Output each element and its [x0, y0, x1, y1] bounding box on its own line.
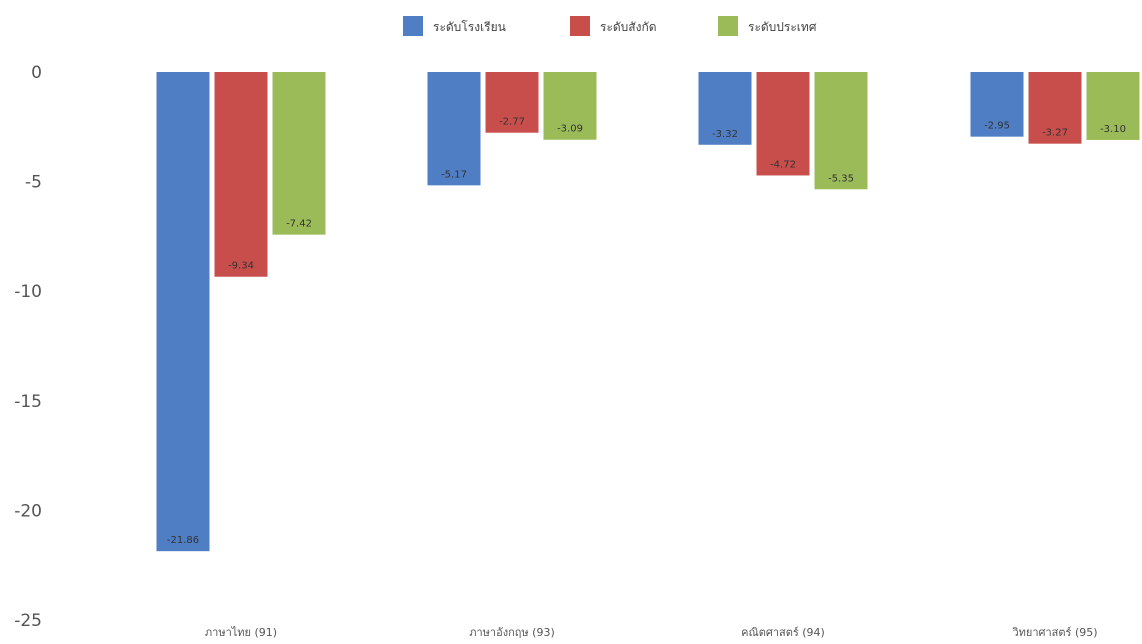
bar — [214, 72, 268, 277]
x-tick-label: วิทยาศาสตร์ (95) — [1012, 626, 1098, 639]
x-axis: ภาษาไทย (91) ภาษาอังกฤษ (93) คณิตศาสตร์ (9… — [205, 626, 1098, 639]
data-label-bg — [769, 157, 797, 171]
x-tick-label: คณิตศาสตร์ (94) — [741, 626, 825, 639]
data-label-bg — [827, 171, 855, 185]
data-label-bg — [1041, 125, 1069, 139]
data-label-bg — [556, 121, 584, 135]
data-label: -21.86 — [167, 535, 199, 546]
data-label-bg — [983, 118, 1011, 132]
data-label-bg — [285, 216, 313, 230]
data-label: -3.10 — [1100, 124, 1126, 135]
chart-legend: ระดับโรงเรียน ระดับสังกัด ระดับประเทศ — [403, 16, 817, 36]
bar — [427, 72, 481, 186]
bar — [156, 72, 210, 552]
y-tick-label: 0 — [31, 63, 42, 83]
legend-swatch — [718, 16, 738, 36]
data-label-bg — [1099, 121, 1127, 135]
data-label: -3.09 — [557, 124, 583, 135]
data-label-bg — [169, 533, 197, 547]
data-label: -5.17 — [441, 169, 467, 180]
x-tick-label: ภาษาอังกฤษ (93) — [469, 626, 554, 639]
data-label: -9.34 — [228, 261, 254, 272]
data-label: -2.77 — [499, 117, 525, 128]
y-tick-label: -10 — [14, 282, 42, 302]
legend-swatch — [570, 16, 590, 36]
y-tick-label: -20 — [14, 501, 42, 521]
legend-label: ระดับสังกัด — [600, 20, 657, 34]
y-tick-label: -25 — [14, 611, 42, 631]
y-tick-label: -15 — [14, 392, 42, 412]
data-labels: -21.86 -9.34 -7.42 -5.17 -2.77 -3.09 -3.32 -4.7… — [167, 114, 1127, 547]
data-label: -3.32 — [712, 129, 738, 140]
data-label: -5.35 — [828, 173, 854, 184]
legend-label: ระดับประเทศ — [748, 20, 817, 34]
data-label-bg — [498, 114, 526, 128]
bar-series — [156, 72, 1140, 552]
y-axis: 0 -5 -10 -15 -20 -25 — [14, 63, 42, 631]
data-label: -3.27 — [1042, 128, 1068, 139]
data-label: -7.42 — [286, 219, 312, 230]
y-tick-label: -5 — [25, 173, 42, 193]
legend-swatch — [403, 16, 423, 36]
x-tick-label: ภาษาไทย (91) — [205, 626, 277, 639]
data-label: -2.95 — [984, 121, 1010, 132]
legend-label: ระดับโรงเรียน — [433, 20, 506, 34]
data-label-bg — [227, 258, 255, 272]
data-label-bg — [711, 126, 739, 140]
data-label: -4.72 — [770, 159, 796, 170]
bar — [814, 72, 868, 190]
data-label-bg — [440, 167, 468, 181]
bar — [272, 72, 326, 235]
